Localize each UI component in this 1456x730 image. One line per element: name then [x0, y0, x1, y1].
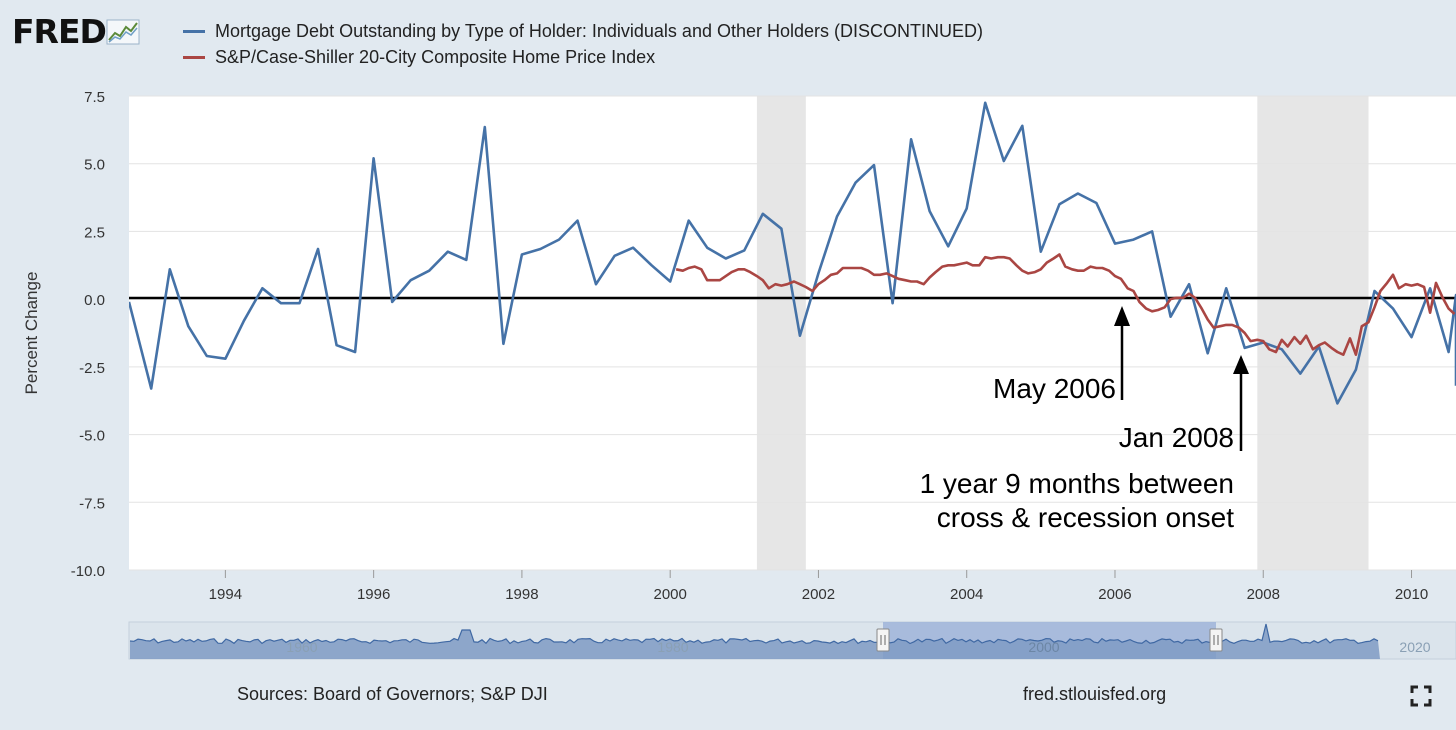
annotation-gap-line-2: cross & recession onset — [937, 502, 1234, 533]
series-line-case-shiller — [675, 253, 1456, 356]
navigator-handle-right[interactable] — [1209, 628, 1223, 652]
fred-logo[interactable]: FRED — [12, 12, 140, 51]
x-tick-label: 1994 — [209, 586, 242, 603]
y-tick-label: 0.0 — [84, 292, 105, 309]
recession-band — [1257, 96, 1369, 570]
navigator-series-area — [130, 624, 1380, 659]
y-tick-label: 5.0 — [84, 157, 105, 174]
x-tick-label: 2000 — [653, 586, 686, 603]
chart-legend: Mortgage Debt Outstanding by Type of Hol… — [183, 18, 983, 70]
annotation-arrowhead-jan-2008 — [1233, 355, 1249, 374]
legend-item-mortgage-debt[interactable]: Mortgage Debt Outstanding by Type of Hol… — [183, 18, 983, 44]
legend-swatch-red — [183, 55, 205, 59]
range-navigator[interactable]: 1960 1980 2000 2020 — [128, 621, 1456, 660]
x-tick-label: 2006 — [1098, 586, 1131, 603]
annotations: May 2006 Jan 2008 1 year 9 months betwee… — [920, 306, 1249, 533]
x-tick-label: 1998 — [505, 586, 538, 603]
line-chart-icon — [106, 19, 140, 45]
annotation-gap-line-1: 1 year 9 months between — [920, 468, 1234, 499]
y-tick-label: -7.5 — [79, 495, 105, 512]
y-axis-ticks: 7.5 5.0 2.5 0.0 -2.5 -5.0 -7.5 -10.0 — [71, 89, 105, 580]
navigator-label-1960: 1960 — [286, 639, 317, 655]
chart-header: FRED Mortgage Debt Outstanding by Type o… — [0, 0, 1456, 90]
series-lines — [129, 101, 1456, 405]
fred-url-link[interactable]: fred.stlouisfed.org — [1023, 684, 1167, 704]
sources-text: Sources: Board of Governors; S&P DJI — [237, 684, 548, 704]
y-tick-label: -10.0 — [71, 563, 105, 580]
annotation-arrowhead-may-2006 — [1114, 306, 1130, 326]
y-tick-label: 2.5 — [84, 224, 105, 241]
x-tick-label: 2008 — [1247, 586, 1280, 603]
navigator-label-2020: 2020 — [1399, 639, 1430, 655]
navigator-label-1980: 1980 — [657, 639, 688, 655]
recession-band — [756, 96, 806, 570]
annotation-jan-2008: Jan 2008 — [1119, 422, 1234, 453]
y-tick-label: -5.0 — [79, 428, 105, 445]
y-tick-label: -2.5 — [79, 360, 105, 377]
legend-label-mortgage-debt: Mortgage Debt Outstanding by Type of Hol… — [215, 20, 984, 41]
x-tick-label: 2004 — [950, 586, 983, 603]
recession-bands — [756, 96, 1369, 570]
series-line-mortgage-debt — [129, 101, 1456, 405]
x-tick-label: 2002 — [802, 586, 835, 603]
y-axis-label: Percent Change — [22, 272, 41, 395]
x-tick-label: 1996 — [357, 586, 390, 603]
navigator-series-line — [129, 623, 1379, 645]
legend-item-case-shiller[interactable]: S&P/Case-Shiller 20-City Composite Home … — [183, 44, 983, 70]
x-tick-label: 2010 — [1395, 586, 1428, 603]
legend-swatch-blue — [183, 29, 205, 33]
x-axis-ticks: 1994 1996 1998 2000 2002 2004 2006 2008 2010 — [209, 570, 1428, 603]
navigator-label-2000: 2000 — [1028, 639, 1059, 655]
logo-text: FRED — [12, 12, 107, 51]
y-tick-label: 7.5 — [84, 89, 105, 106]
navigator-handle-left[interactable] — [876, 628, 890, 652]
fullscreen-icon[interactable] — [1410, 685, 1432, 707]
legend-label-case-shiller: S&P/Case-Shiller 20-City Composite Home … — [215, 46, 656, 67]
annotation-may-2006: May 2006 — [993, 373, 1116, 404]
